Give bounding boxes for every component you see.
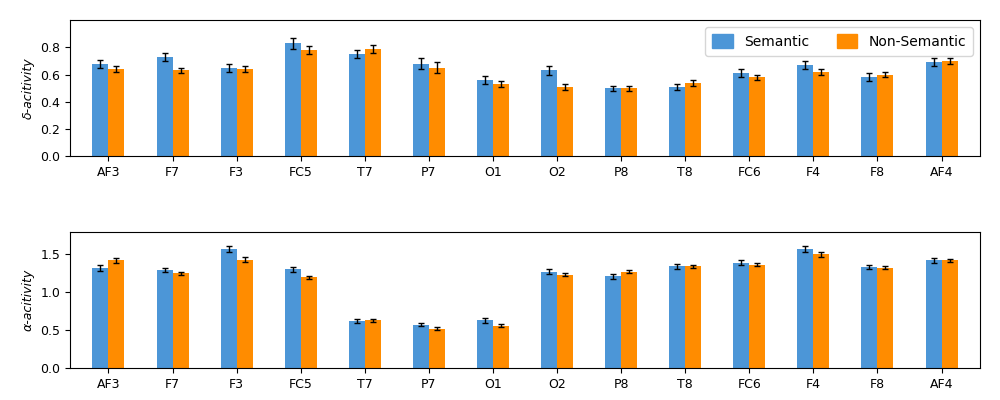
Bar [349,54,365,156]
Bar [942,61,958,156]
Bar [237,260,253,368]
Bar [733,73,749,156]
Bar [861,77,877,156]
Bar [157,270,173,368]
Bar [108,260,124,368]
Bar [301,277,317,368]
Bar [813,254,829,368]
Bar [557,87,573,156]
Bar [621,88,637,156]
Bar [285,270,301,368]
Bar [605,276,621,368]
Bar [877,268,893,368]
Bar [92,268,108,368]
Bar [685,266,701,368]
Bar [541,272,557,368]
Bar [797,65,813,156]
Bar [926,62,942,156]
Bar [237,69,253,156]
Bar [413,64,429,156]
Bar [942,260,958,368]
Bar [221,249,237,368]
Y-axis label: α-acitivity: α-acitivity [22,269,35,331]
Bar [861,267,877,368]
Bar [173,70,189,156]
Bar [92,64,108,156]
Bar [301,50,317,156]
Bar [349,321,365,368]
Bar [429,328,445,368]
Bar [108,69,124,156]
Bar [285,43,301,156]
Legend: Semantic, Non-Semantic: Semantic, Non-Semantic [705,27,973,56]
Bar [877,74,893,156]
Bar [493,84,509,156]
Bar [733,263,749,368]
Bar [477,80,493,156]
Bar [365,320,381,368]
Bar [557,275,573,368]
Bar [541,70,557,156]
Bar [685,83,701,156]
Bar [813,72,829,156]
Bar [493,326,509,368]
Bar [477,320,493,368]
Bar [749,265,765,368]
Bar [157,57,173,156]
Bar [669,87,685,156]
Bar [621,272,637,368]
Bar [605,88,621,156]
Bar [221,68,237,156]
Bar [413,325,429,368]
Y-axis label: δ-acitivity: δ-acitivity [22,58,35,119]
Bar [365,49,381,156]
Bar [749,77,765,156]
Bar [173,273,189,368]
Bar [429,68,445,156]
Bar [797,249,813,368]
Bar [669,266,685,368]
Bar [926,260,942,368]
